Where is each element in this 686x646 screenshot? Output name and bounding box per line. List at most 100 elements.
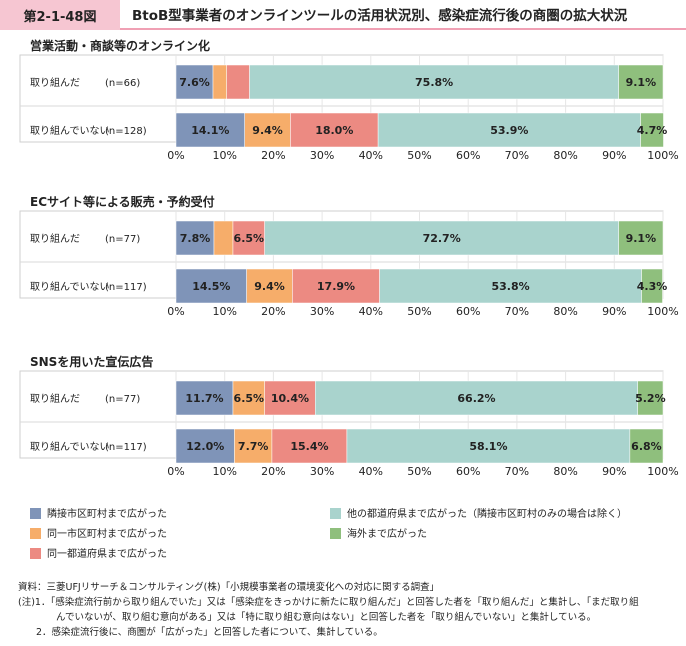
data-label: 12.0% (186, 440, 224, 453)
data-label: 11.7% (185, 392, 223, 405)
notes: 資料：三菱UFJリサーチ＆コンサルティング(株)「小規模事業者の環境変化への対応… (18, 580, 678, 640)
x-tick-label: 100% (647, 465, 678, 478)
x-tick-label: 0% (167, 465, 184, 478)
x-tick-label: 50% (407, 305, 431, 318)
bar-segment (618, 220, 664, 256)
row-category-label: 取り組んだ (30, 76, 80, 89)
data-label: 14.1% (191, 124, 229, 137)
data-label: 72.7% (423, 232, 461, 245)
legend-swatch (330, 508, 341, 519)
x-tick-label: 100% (647, 149, 678, 162)
data-label: 53.9% (490, 124, 528, 137)
legend-label: 他の都道府県まで広がった（隣接市区町村のみの場合は除く） (347, 507, 627, 520)
x-tick-label: 60% (456, 149, 480, 162)
row-n-label: (n=117) (105, 282, 147, 293)
x-tick-label: 30% (310, 465, 334, 478)
panel-title: ECサイト等による販売・予約受付 (30, 194, 215, 209)
data-label: 6.5% (234, 392, 265, 405)
bar-segment (213, 220, 234, 256)
bar-segment (346, 428, 631, 464)
bar-segment (641, 268, 663, 304)
bar-segment (315, 380, 638, 416)
bar-segment (640, 112, 664, 148)
data-label: 58.1% (469, 440, 507, 453)
bar-segment (264, 220, 619, 256)
x-tick-label: 10% (212, 465, 236, 478)
x-tick-label: 70% (505, 465, 529, 478)
x-tick-label: 80% (553, 465, 577, 478)
panel-title: 営業活動・商談等のオンライン化 (30, 38, 210, 53)
x-tick-label: 90% (602, 149, 626, 162)
x-tick-label: 80% (553, 305, 577, 318)
legend-swatch (30, 528, 41, 539)
legend-swatch (330, 528, 341, 539)
data-label: 9.4% (254, 280, 285, 293)
x-tick-label: 30% (310, 149, 334, 162)
bar-segment (290, 112, 379, 148)
x-tick-label: 70% (505, 149, 529, 162)
bar-segment (175, 64, 214, 100)
data-label: 4.3% (637, 280, 668, 293)
figure-header: 第2-1-48図 BtoB型事業者のオンラインツールの活用状況別、感染症流行後の… (0, 0, 686, 30)
data-label: 9.4% (252, 124, 283, 137)
data-label: 5.2% (635, 392, 666, 405)
x-tick-label: 90% (602, 465, 626, 478)
note-1a: (注)1．「感染症流行前から取り組んでいた」又は「感染症をきっかけに新たに取り組… (18, 597, 639, 608)
bar-segment (264, 380, 316, 416)
x-tick-label: 20% (261, 305, 285, 318)
legend-swatch (30, 548, 41, 559)
note-2: 2．感染症流行後に、商圏が「広がった」と回答した者について、集計している。 (36, 627, 383, 638)
legend-label: 同一都道府県まで広がった (47, 547, 167, 560)
x-tick-label: 20% (261, 149, 285, 162)
bar-segment (618, 64, 664, 100)
legend-label: 海外まで広がった (347, 527, 427, 540)
x-tick-label: 50% (407, 465, 431, 478)
legend-label: 隣接市区町村まで広がった (47, 507, 167, 520)
x-tick-label: 30% (310, 305, 334, 318)
legend-label: 同一市区町村まで広がった (47, 527, 167, 540)
row-n-label: (n=117) (105, 442, 147, 453)
row-n-label: (n=77) (105, 394, 140, 405)
data-label: 4.7% (637, 124, 668, 137)
data-label: 18.0% (315, 124, 353, 137)
bar-segment (175, 428, 235, 464)
data-label: 7.7% (238, 440, 269, 453)
bar-segment (226, 64, 250, 100)
data-label: 9.1% (626, 232, 657, 245)
x-tick-label: 60% (456, 305, 480, 318)
row-category-label: 取り組んでいない (30, 280, 110, 293)
panel-title: SNSを用いた宣伝広告 (30, 354, 153, 369)
data-label: 6.8% (631, 440, 662, 453)
data-label: 7.8% (180, 232, 211, 245)
x-tick-label: 20% (261, 465, 285, 478)
data-label: 17.9% (317, 280, 355, 293)
data-label: 10.4% (271, 392, 309, 405)
figure-number: 第2-1-48図 (0, 0, 120, 30)
bar-segment (629, 428, 664, 464)
x-tick-label: 40% (359, 149, 383, 162)
bar-segment (232, 380, 265, 416)
legend-swatch (30, 508, 41, 519)
bar-segment (292, 268, 380, 304)
data-label: 75.8% (415, 76, 453, 89)
data-label: 14.5% (192, 280, 230, 293)
x-tick-label: 0% (167, 149, 184, 162)
bar-segment (212, 64, 227, 100)
row-category-label: 取り組んでいない (30, 124, 110, 137)
row-category-label: 取り組んだ (30, 232, 80, 245)
data-label: 53.8% (491, 280, 529, 293)
row-n-label: (n=128) (105, 126, 147, 137)
data-label: 7.6% (179, 76, 210, 89)
figure-title: BtoB型事業者のオンラインツールの活用状況別、感染症流行後の商圏の拡大状況 (120, 0, 686, 30)
bar-segment (175, 380, 234, 416)
row-category-label: 取り組んだ (30, 392, 80, 405)
x-tick-label: 90% (602, 305, 626, 318)
row-category-label: 取り組んでいない (30, 440, 110, 453)
bar-segment (249, 64, 619, 100)
x-tick-label: 70% (505, 305, 529, 318)
source-note: 資料：三菱UFJリサーチ＆コンサルティング(株)「小規模事業者の環境変化への対応… (18, 582, 440, 593)
x-tick-label: 0% (167, 305, 184, 318)
x-tick-label: 40% (359, 305, 383, 318)
bar-segment (637, 380, 664, 416)
